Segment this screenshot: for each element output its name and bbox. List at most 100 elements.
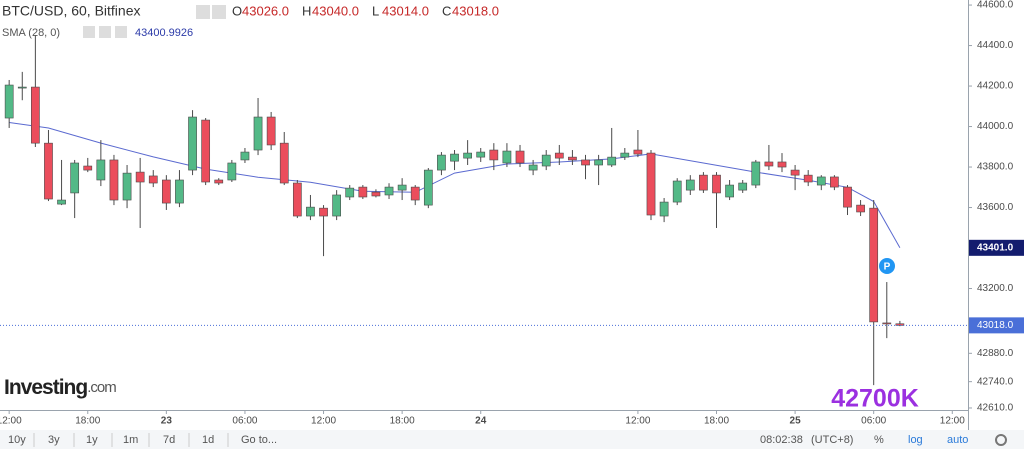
range-button[interactable]: 3y bbox=[48, 434, 60, 446]
candle-body bbox=[803, 174, 813, 183]
candle-body bbox=[843, 186, 852, 208]
candle-body bbox=[266, 116, 276, 146]
x-tick-label: 12:00 bbox=[0, 416, 22, 427]
ohlc-value: 43018.0 bbox=[452, 3, 499, 18]
clock: 08:02:38 bbox=[760, 434, 803, 446]
ohlc-value: 43026.0 bbox=[242, 3, 289, 18]
logo-main: Investing bbox=[4, 376, 87, 399]
range-button[interactable]: 1m bbox=[123, 434, 138, 446]
candle-body bbox=[502, 150, 512, 164]
candle-body bbox=[777, 161, 787, 168]
candle-body bbox=[515, 150, 525, 164]
price-label-bg bbox=[969, 317, 1024, 334]
annotation: 42700K bbox=[831, 385, 919, 413]
x-tick-label: 18:00 bbox=[390, 416, 415, 427]
candle-body bbox=[227, 162, 237, 181]
logo: Investing.com bbox=[4, 376, 116, 399]
badge bbox=[879, 258, 895, 274]
candle-body bbox=[568, 156, 577, 161]
sma-value: 43400.9926 bbox=[135, 27, 193, 39]
candle-body bbox=[672, 180, 682, 203]
candle-body bbox=[345, 187, 355, 198]
x-tick-label: 12:00 bbox=[940, 416, 965, 427]
candle-body bbox=[96, 159, 106, 181]
range-button[interactable]: 10y bbox=[8, 434, 26, 446]
icon bbox=[212, 5, 226, 19]
candle-body bbox=[358, 186, 368, 198]
y-tick-label: 42880.0 bbox=[977, 348, 1014, 359]
icon bbox=[83, 26, 95, 38]
option-button[interactable]: log bbox=[908, 434, 923, 446]
candle-body bbox=[17, 86, 27, 89]
candle-body bbox=[83, 165, 93, 171]
candle-body bbox=[463, 152, 472, 159]
y-tick-label: 42740.0 bbox=[977, 376, 1014, 387]
sma-label-bg bbox=[969, 239, 1024, 256]
sma-line bbox=[9, 122, 901, 249]
toolbar-bg bbox=[0, 430, 1024, 449]
range-button[interactable]: 1d bbox=[202, 434, 214, 446]
candle-body bbox=[816, 176, 826, 186]
candle-body bbox=[437, 154, 446, 171]
y-tick-label: 42610.0 bbox=[977, 403, 1014, 414]
candle-body bbox=[44, 142, 53, 200]
candle-body bbox=[554, 152, 564, 159]
candle-body bbox=[319, 207, 328, 217]
candle-body bbox=[122, 172, 132, 201]
candle-body bbox=[738, 182, 748, 191]
candle-body bbox=[528, 164, 538, 171]
candle-body bbox=[476, 151, 486, 158]
x-tick-label: 12:00 bbox=[311, 416, 336, 427]
x-tick-label: 18:00 bbox=[75, 416, 100, 427]
x-tick-label: 12:00 bbox=[625, 416, 650, 427]
range-button[interactable]: 1y bbox=[86, 434, 98, 446]
candle-body bbox=[489, 149, 499, 161]
candle-body bbox=[201, 119, 211, 183]
x-tick-label: 06:00 bbox=[232, 416, 257, 427]
candle-body bbox=[410, 186, 420, 201]
logo-suffix: .com bbox=[87, 379, 116, 396]
candle-body bbox=[659, 201, 669, 217]
candle-body bbox=[620, 152, 630, 158]
candle-body bbox=[764, 161, 774, 167]
price-label: 43018.0 bbox=[977, 320, 1014, 331]
ohlc-key: H bbox=[302, 3, 311, 18]
candle-body bbox=[279, 142, 289, 184]
sma-price-label: 43401.0 bbox=[977, 242, 1014, 253]
icon bbox=[115, 26, 127, 38]
candle-body bbox=[751, 161, 761, 186]
candle-body bbox=[646, 152, 656, 216]
ohlc-key: O bbox=[232, 3, 242, 18]
candle-body bbox=[830, 176, 839, 188]
range-button[interactable]: 7d bbox=[163, 434, 175, 446]
candle-body bbox=[594, 159, 603, 166]
candle-body bbox=[397, 184, 407, 191]
sma-name: SMA (28, 0) bbox=[2, 27, 60, 39]
candle-body bbox=[581, 159, 590, 166]
candle-body bbox=[607, 156, 617, 166]
candle-body bbox=[109, 159, 119, 201]
ohlc-value: 43014.0 bbox=[382, 3, 429, 18]
candle-body bbox=[161, 179, 171, 204]
goto-button[interactable]: Go to... bbox=[241, 434, 277, 446]
candle-body bbox=[895, 323, 905, 326]
candle-body bbox=[135, 171, 145, 183]
candle-body bbox=[384, 186, 394, 196]
candle-body bbox=[175, 179, 184, 204]
candle-body bbox=[633, 149, 643, 155]
candle-body bbox=[148, 175, 158, 184]
candle-body bbox=[541, 154, 551, 167]
candle-body bbox=[790, 169, 800, 176]
settings-icon[interactable] bbox=[995, 434, 1007, 446]
x-tick-label: 18:00 bbox=[704, 416, 729, 427]
y-tick-label: 44400.0 bbox=[977, 40, 1014, 51]
option-button[interactable]: % bbox=[874, 434, 884, 446]
candle-body bbox=[240, 151, 250, 161]
candle-body bbox=[31, 86, 40, 144]
candle-body bbox=[869, 207, 879, 323]
y-tick-label: 43600.0 bbox=[977, 202, 1014, 213]
candle-body bbox=[332, 194, 341, 217]
badge-text: P bbox=[884, 262, 891, 273]
option-button[interactable]: auto bbox=[947, 434, 968, 446]
